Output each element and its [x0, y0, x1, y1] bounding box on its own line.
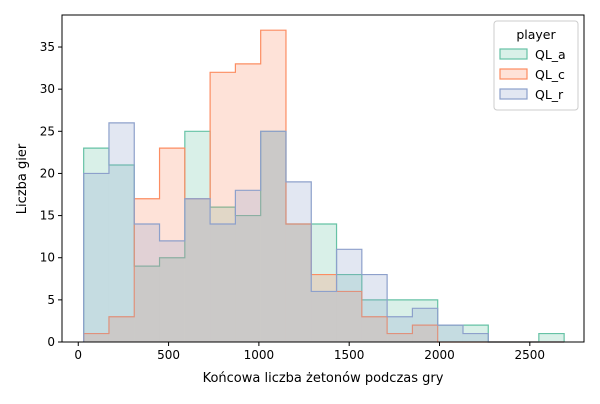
bar-QL_c-0 [83, 333, 109, 342]
bar-QL_a-14 [437, 325, 463, 342]
series-QL_c [83, 29, 565, 343]
bar-QL_r-3 [159, 240, 185, 342]
bar-QL_r-9 [311, 291, 337, 342]
bar-QL_r-2 [134, 224, 160, 342]
bar-QL_a-7 [260, 131, 286, 342]
x-tick-label: 2500 [515, 348, 546, 362]
y-tick-label: 35 [40, 40, 55, 54]
y-tick-label: 30 [40, 82, 55, 96]
bar-QL_c-1 [108, 316, 135, 342]
bar-QL_a-1 [108, 165, 135, 342]
x-tick-label: 1500 [334, 348, 365, 362]
bar-QL_a-10 [336, 274, 362, 342]
y-tick-label: 10 [40, 251, 55, 265]
bar-QL_c-6 [235, 63, 261, 343]
bar-QL_a-5 [210, 207, 236, 342]
bar-QL_r-13 [412, 308, 438, 342]
bar-QL_a-0 [83, 148, 109, 342]
bar-QL_c-13 [412, 325, 438, 342]
bar-QL_a-8 [285, 224, 312, 342]
bar-QL_r-0 [83, 173, 109, 342]
bar-QL_c-3 [159, 148, 185, 342]
bar-QL_c-10 [336, 291, 362, 342]
legend-title: player [516, 27, 556, 42]
bar-QL_a-2 [134, 266, 160, 342]
y-tick-label: 25 [40, 124, 55, 138]
x-tick-label: 2000 [424, 348, 455, 362]
bar-QL_c-5 [210, 72, 236, 343]
legend-swatch-QL_r [499, 88, 528, 100]
bar-QL_c-4 [184, 198, 211, 342]
outline-QL_r [83, 122, 565, 343]
bar-QL_r-12 [387, 316, 413, 342]
series-QL_r [83, 122, 565, 343]
x-axis-label: Końcowa liczba żetonów podczas gry [203, 371, 444, 386]
bar-QL_c-11 [361, 316, 388, 342]
bar-QL_r-7 [260, 131, 286, 342]
bar-QL_r-11 [361, 274, 388, 342]
bar-QL_c-9 [311, 274, 337, 342]
plot-frame [61, 14, 585, 343]
bar-QL_a-18 [538, 333, 565, 342]
y-tick-label: 15 [40, 209, 55, 223]
bar-QL_r-4 [184, 198, 211, 342]
bars-layer [83, 29, 565, 343]
bar-QL_a-11 [361, 299, 388, 342]
y-tick-label: 0 [47, 335, 55, 349]
legend-swatch-QL_a [499, 48, 528, 60]
bar-QL_a-3 [159, 257, 185, 342]
legend: player QL_a QL_c QL_r [493, 20, 579, 111]
bar-QL_a-12 [387, 299, 413, 342]
legend-frame [493, 20, 579, 111]
x-axis-ticks: 0 500 1000 1500 2000 2500 [74, 342, 545, 362]
y-axis-ticks: 0 5 10 15 20 25 30 35 [40, 40, 62, 349]
series-QL_a [83, 130, 565, 343]
bar-QL_r-15 [462, 333, 489, 342]
bar-QL_r-1 [108, 122, 135, 343]
legend-swatch-QL_c [499, 68, 528, 80]
legend-label-QL_a: QL_a [535, 47, 566, 62]
bar-QL_c-8 [285, 224, 312, 342]
bar-QL_a-13 [412, 299, 438, 342]
x-tick-label: 1000 [244, 348, 275, 362]
bar-QL_c-12 [387, 333, 413, 342]
bar-QL_a-9 [311, 224, 337, 342]
bar-QL_r-5 [210, 224, 236, 342]
x-tick-label: 0 [74, 348, 82, 362]
legend-label-QL_c: QL_c [535, 67, 565, 82]
bar-QL_r-10 [336, 249, 362, 342]
y-axis-label: Liczba gier [15, 143, 30, 214]
bar-QL_r-8 [285, 181, 312, 342]
legend-label-QL_r: QL_r [535, 87, 564, 102]
x-tick-label: 500 [157, 348, 180, 362]
bar-QL_c-7 [260, 30, 286, 342]
bar-QL_a-4 [184, 131, 211, 342]
y-tick-label: 20 [40, 166, 55, 180]
y-tick-label: 5 [47, 293, 55, 307]
bar-QL_r-14 [437, 325, 463, 342]
bar-QL_a-6 [235, 215, 261, 342]
bar-QL_c-2 [134, 198, 160, 342]
bar-QL_r-6 [235, 190, 261, 342]
outline-QL_c [83, 29, 565, 343]
